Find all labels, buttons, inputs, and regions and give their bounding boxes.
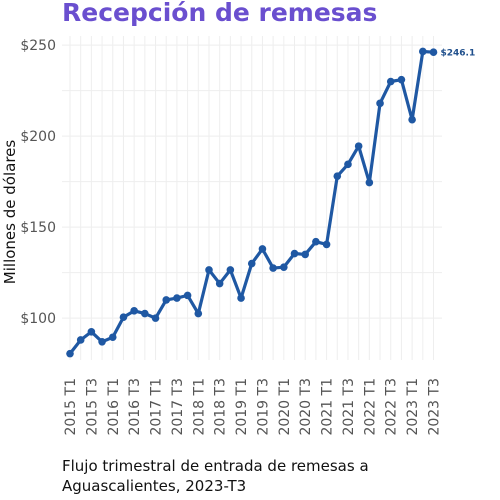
x-tick-label: 2019 T1 — [234, 378, 250, 436]
y-axis-title: Millones de dólares — [1, 140, 19, 285]
data-label: $246.1 — [441, 49, 476, 59]
data-point — [87, 327, 96, 336]
data-point — [312, 237, 320, 246]
x-tick-label: 2018 T1 — [191, 378, 207, 436]
data-point — [247, 259, 256, 268]
x-tick-label: 2015 T3 — [84, 378, 100, 436]
x-tick-label: 2017 T1 — [149, 378, 165, 436]
data-point — [226, 266, 235, 274]
data-point — [322, 240, 331, 249]
chart-caption: Flujo trimestral de entrada de remesas a… — [62, 457, 369, 495]
chart-title: Recepción de remesas — [62, 0, 378, 27]
data-point — [119, 313, 128, 322]
data-point — [365, 178, 374, 187]
x-tick-label: 2022 T1 — [362, 378, 378, 436]
x-tick-label: 2017 T3 — [170, 378, 186, 436]
x-tick-label: 2019 T3 — [255, 378, 271, 436]
x-tick-label: 2016 T1 — [106, 378, 122, 436]
x-tick-label: 2020 T1 — [277, 378, 293, 436]
data-point — [376, 99, 384, 108]
x-tick-label: 2016 T3 — [127, 378, 143, 436]
data-point — [130, 307, 138, 315]
data-point — [333, 172, 342, 180]
x-tick-label: 2023 T3 — [427, 378, 443, 436]
data-point — [269, 264, 277, 272]
data-point — [151, 314, 160, 322]
label-layer: $246.1 — [441, 49, 476, 59]
data-point — [76, 336, 85, 344]
x-axis: 2015 T1 2015 T3 2016 T1 2016 T3 2017 T1 2017 … — [63, 378, 443, 436]
data-point — [141, 309, 149, 318]
data-point — [173, 294, 181, 302]
data-point — [183, 291, 192, 300]
grid-layer — [62, 36, 442, 360]
x-tick-label: 2022 T3 — [384, 378, 400, 436]
y-axis: $100 $150 $200 $250 Millones de dólares — [1, 38, 56, 327]
data-point — [66, 349, 74, 358]
data-point — [290, 249, 299, 258]
data-point — [237, 294, 245, 302]
data-point — [98, 337, 106, 346]
data-point — [408, 115, 416, 124]
data-point — [419, 47, 427, 56]
y-tick-label: $100 — [20, 311, 56, 327]
data-point — [397, 75, 406, 84]
x-tick-label: 2021 T1 — [320, 378, 336, 436]
y-tick-label: $200 — [20, 129, 56, 145]
x-tick-label: 2015 T1 — [63, 378, 79, 436]
data-point — [205, 266, 213, 274]
data-point — [386, 77, 395, 86]
x-tick-label: 2021 T3 — [341, 378, 357, 436]
y-tick-label: $150 — [20, 220, 56, 236]
data-point — [108, 333, 117, 342]
x-tick-label: 2018 T3 — [213, 378, 229, 436]
y-tick-label: $250 — [20, 38, 56, 54]
data-point — [162, 296, 171, 304]
data-point — [215, 279, 224, 288]
data-point — [344, 160, 352, 169]
x-tick-label: 2023 T1 — [405, 378, 421, 436]
data-point — [429, 48, 438, 56]
data-point — [194, 309, 203, 318]
data-point — [280, 263, 288, 271]
x-tick-label: 2020 T3 — [298, 378, 314, 436]
data-point — [354, 142, 363, 150]
data-point — [301, 250, 310, 259]
point-layer — [66, 47, 438, 358]
data-point — [258, 245, 267, 253]
